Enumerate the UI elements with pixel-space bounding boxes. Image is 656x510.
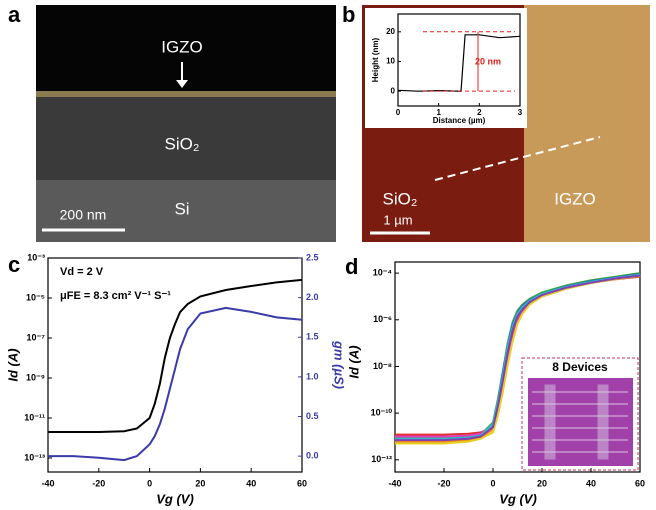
x-tick-label: 0 [490, 478, 495, 488]
label: IGZO [554, 189, 596, 208]
panel-label: d [345, 254, 358, 279]
annotation: Vd = 2 V [60, 266, 104, 278]
series-line [48, 308, 302, 460]
x-tick-label: -20 [437, 478, 450, 488]
scale-label: 200 nm [60, 207, 107, 223]
y-tick-label: 10⁻¹³ [24, 452, 45, 462]
series-line [48, 280, 302, 432]
x-tick-label: 20 [537, 478, 547, 488]
y-tick-label: 0 [391, 86, 396, 95]
y-tick-label: 10⁻⁶ [373, 314, 392, 324]
scale-label: 1 µm [383, 212, 412, 227]
y-axis-label: Id (A) [346, 345, 361, 378]
y-tick-label: 10⁻⁸ [373, 361, 392, 371]
y2-tick-label: 0.5 [306, 411, 319, 421]
y2-tick-label: 2.5 [306, 252, 319, 262]
device-image [528, 378, 633, 466]
y-tick-label: 10⁻⁹ [26, 372, 45, 382]
x-tick-label: -20 [92, 478, 105, 488]
panel-label: c [8, 252, 20, 277]
y-tick-label: 10⁻¹¹ [24, 412, 45, 422]
figure: IGZO SiO₂ Si 200 nm SiO₂ IGZO 1 µm a b c… [0, 0, 656, 510]
x-tick-label: 60 [635, 478, 645, 488]
y2-tick-label: 0.0 [306, 451, 319, 461]
label: SiO₂ [165, 134, 200, 153]
x-axis-label: Distance (µm) [433, 116, 486, 125]
panel-label: b [342, 2, 355, 27]
annotation: 8 Devices [552, 360, 608, 374]
x-tick-label: 20 [195, 478, 205, 488]
x-tick-label: 40 [246, 478, 256, 488]
x-axis-label: Vg (V) [499, 491, 537, 506]
y-tick-label: 10⁻⁵ [26, 292, 45, 302]
label: Si [174, 199, 189, 218]
igzo-layer [36, 91, 336, 97]
y-axis-label: Height (nm) [371, 37, 380, 82]
y2-tick-label: 1.0 [306, 371, 319, 381]
x-tick-label: -40 [388, 478, 401, 488]
label: IGZO [161, 37, 203, 56]
x-tick-label: 60 [297, 478, 307, 488]
x-tick-label: 40 [586, 478, 596, 488]
y-tick-label: 10⁻¹⁰ [371, 408, 393, 418]
y-tick-label: 10⁻¹² [371, 454, 392, 464]
x-tick-label: -40 [41, 478, 54, 488]
y2-tick-label: 1.5 [306, 332, 319, 342]
y-axis-label: Id (A) [5, 348, 20, 381]
y2-tick-label: 2.0 [306, 292, 319, 302]
y-tick-label: 10⁻⁴ [373, 268, 392, 278]
y-tick-label: 10⁻⁷ [27, 332, 46, 342]
annotation: 20 nm [475, 56, 501, 66]
x-tick-label: 0 [396, 108, 401, 117]
x-axis-label: Vg (V) [156, 491, 194, 506]
annotation: μFE = 8.3 cm² V⁻¹ S⁻¹ [60, 290, 171, 302]
panel-label: a [8, 2, 21, 27]
y-tick-label: 20 [386, 27, 395, 36]
x-tick-label: 3 [518, 108, 523, 117]
y-tick-label: 10 [386, 57, 395, 66]
y2-axis-label: gm (µS) [332, 340, 347, 389]
y-tick-label: 10⁻³ [27, 252, 45, 262]
label: SiO₂ [383, 189, 418, 208]
x-tick-label: 0 [147, 478, 152, 488]
